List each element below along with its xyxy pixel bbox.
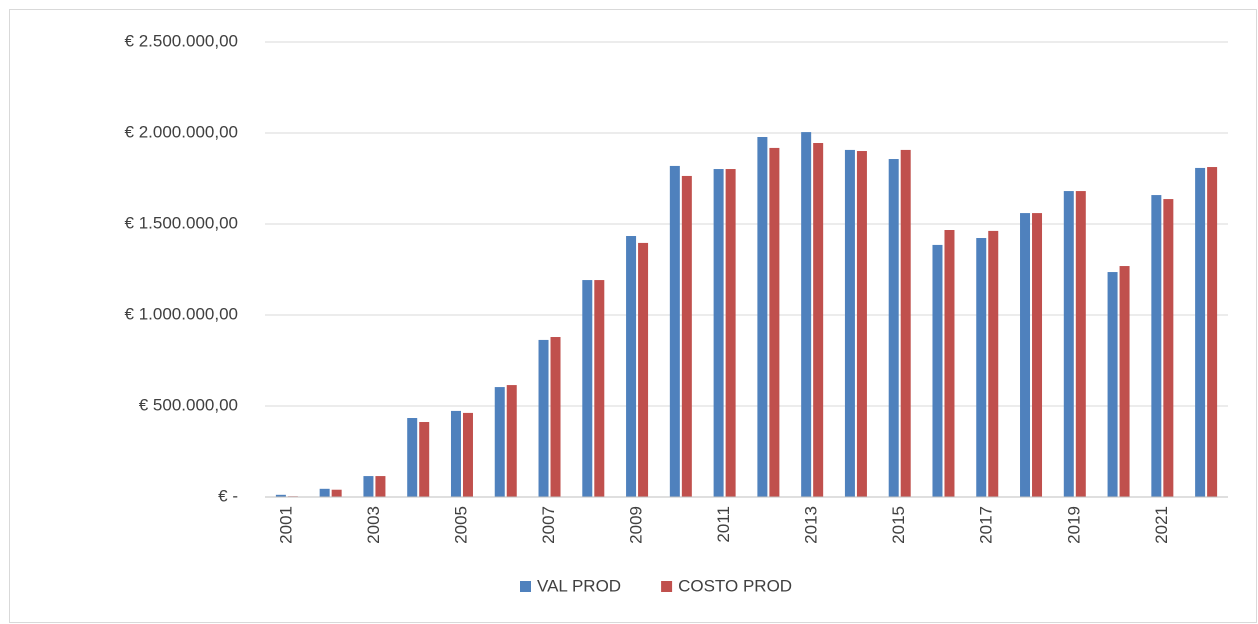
x-tick-label: 2021 (1152, 506, 1171, 544)
x-tick-label: 2003 (364, 506, 383, 544)
legend-label: COSTO PROD (678, 576, 792, 595)
legend-label: VAL PROD (537, 576, 621, 595)
bar (1151, 195, 1162, 497)
bar (713, 169, 724, 497)
y-tick-label: € 500.000,00 (139, 395, 238, 414)
bar (550, 337, 561, 497)
bar (319, 488, 330, 497)
bar (494, 387, 505, 497)
bar (932, 244, 943, 497)
bar (582, 280, 593, 497)
bar (594, 280, 605, 497)
bar (813, 143, 824, 497)
bar (375, 476, 386, 497)
bar (988, 230, 999, 497)
bar (1032, 213, 1043, 497)
x-tick-label: 2015 (889, 506, 908, 544)
x-tick-label: 2011 (714, 506, 733, 543)
x-tick-label: 2013 (802, 506, 821, 544)
bar (450, 410, 461, 497)
x-tick-label: 2017 (977, 506, 996, 544)
x-tick-label: 2009 (627, 506, 646, 544)
x-tick-label: 2005 (451, 506, 470, 544)
bar (275, 494, 286, 497)
bar (856, 151, 867, 497)
bar (407, 418, 418, 497)
bar (669, 165, 680, 497)
bar (626, 236, 637, 497)
bar (769, 147, 780, 497)
x-tick-label: 2007 (539, 506, 558, 544)
x-tick-label: 2019 (1064, 506, 1083, 544)
bar (844, 149, 855, 497)
x-tick-label: 2001 (276, 506, 295, 544)
bar (900, 149, 911, 497)
y-tick-label: € 2.500.000,00 (125, 31, 238, 50)
bar (1195, 167, 1206, 497)
bar (462, 412, 473, 497)
y-tick-label: € - (218, 486, 238, 505)
bar (363, 476, 374, 497)
bar (506, 385, 517, 497)
y-tick-label: € 1.000.000,00 (125, 304, 238, 323)
legend-swatch (520, 581, 531, 592)
bar (801, 132, 812, 497)
legend-swatch (661, 581, 673, 592)
bar (976, 238, 987, 497)
bar (538, 339, 549, 497)
bar (944, 230, 955, 498)
bar (681, 175, 692, 497)
bar (1075, 191, 1086, 498)
bar (1163, 199, 1174, 498)
bar (725, 169, 736, 497)
bar (757, 137, 768, 497)
bar (1207, 167, 1218, 497)
y-tick-label: € 1.500.000,00 (125, 213, 238, 232)
y-tick-label: € 2.000.000,00 (125, 122, 238, 141)
bar (1020, 213, 1031, 497)
bar (331, 489, 342, 497)
bar (1119, 266, 1130, 497)
bar (419, 422, 430, 497)
bar (1107, 272, 1118, 497)
bar (638, 242, 649, 497)
bar (888, 159, 899, 497)
bar (1063, 191, 1074, 498)
